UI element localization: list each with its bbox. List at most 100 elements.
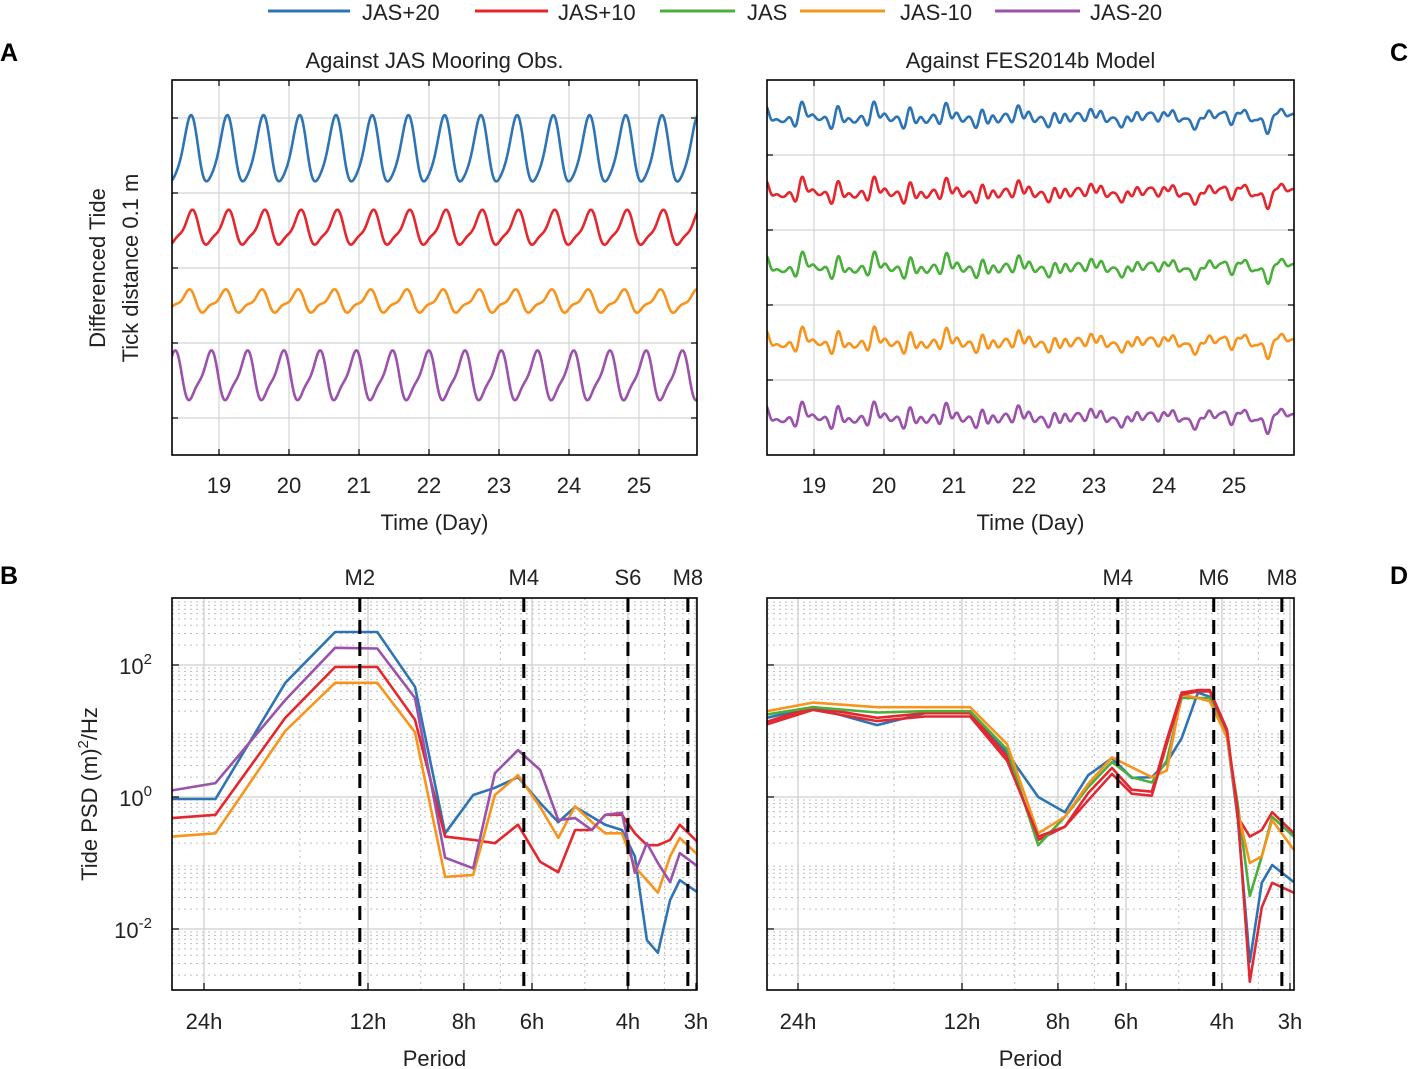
constituent-label: M8 [1267,565,1298,590]
y-axis-label-unit: /Hz [77,707,102,740]
series-line-jas [767,250,1294,286]
grid [172,80,697,455]
legend-label: JAS+10 [558,0,636,25]
legend-label: JAS-10 [900,0,972,25]
panel-title: Against FES2014b Model [906,48,1156,73]
series-line-jas-20 [172,349,697,402]
x-tick-label: 24h [780,1009,817,1034]
series-line-jas-20 [767,400,1294,436]
series-line-jas+10 [767,688,1294,842]
x-tick-label: 24 [557,473,581,498]
series-group [172,113,697,402]
x-tick-label: 4h [616,1009,640,1034]
series-group [767,100,1294,436]
x-axis-label: Time (Day) [977,510,1085,535]
legend-item: JAS+20 [268,0,440,25]
constituent-label: M6 [1198,565,1229,590]
constituent-label: M4 [1103,565,1134,590]
panel-letter-c: C [1390,39,1408,67]
x-tick-label: 23 [487,473,511,498]
y-tick-exponent: 2 [144,651,152,668]
y-tick-base: 10 [119,654,143,679]
x-tick-label: 24 [1152,473,1176,498]
x-axis-label: Period [403,1046,467,1069]
series-line-jas-10 [172,288,697,314]
constituent-label: M8 [673,565,704,590]
legend-label: JAS-20 [1090,0,1162,25]
series-group [172,630,697,955]
panel-a: 19 20 21 22 23 24 25 Against JAS Mooring Obs. Ti… [85,48,698,535]
y-axis-label-superscript: 2 [75,740,92,748]
plot-frame [766,597,1295,991]
series-line-jas+20 [172,630,697,955]
y-tick-exponent: -2 [139,915,152,932]
plot-frame [171,597,698,991]
legend-label: JAS [747,0,787,25]
x-tick-label: 19 [207,473,231,498]
x-tick-label: 21 [347,473,371,498]
x-tick-label: 21 [942,473,966,498]
x-tick-label: 12h [350,1009,387,1034]
series-line-jas-20 [767,690,1294,984]
series-line-jas-10 [172,681,697,894]
x-tick-label: 6h [1114,1009,1138,1034]
y-tick-label: 100 [119,783,152,811]
y-axis-label: Tick distance 0.1 m [118,174,143,363]
x-tick-label: 22 [1012,473,1036,498]
x-tick-label: 25 [627,473,651,498]
y-tick-label: 10-2 [114,915,152,943]
y-axis-label: Differenced Tide [85,188,110,348]
plot-frame [171,79,698,456]
x-tick-label: 3h [1278,1009,1302,1034]
panel-title: Against JAS Mooring Obs. [305,48,563,73]
legend-item: JAS-10 [800,0,972,25]
series-line-jas-10 [767,325,1294,361]
x-tick-label: 8h [1046,1009,1070,1034]
series-line-jas+10 [172,665,697,874]
y-tick-base: 10 [114,918,138,943]
y-tick-exponent: 0 [144,783,152,800]
series-line-jas-10 [767,693,1294,865]
x-tick-label: 20 [277,473,301,498]
grid [767,598,1294,990]
x-tick-label: 24h [186,1009,223,1034]
x-tick-label: 25 [1222,473,1246,498]
plot-frame [766,79,1295,456]
constituent-label: M4 [509,565,540,590]
x-tick-label: 22 [417,473,441,498]
legend: JAS+20 JAS+10 JAS JAS-10 JAS-20 [268,0,1162,25]
series-line-jas+20 [172,113,697,183]
panel-letter-b: B [0,562,18,590]
panel-c: 19 20 21 22 23 24 25 Against FES2014b Model Time… [766,48,1295,535]
x-axis-label: Time (Day) [381,510,489,535]
series-line-jas+20 [767,100,1294,136]
panel-d: 24h 12h 8h 6h 4h 3h Period M4 M6 M8 [766,565,1302,1069]
series-group [767,688,1294,984]
panel-letter-d: D [1390,562,1408,590]
x-tick-label: 6h [520,1009,544,1034]
x-tick-label: 4h [1210,1009,1234,1034]
x-tick-label: 8h [452,1009,476,1034]
x-tick-label: 23 [1082,473,1106,498]
series-line-jas-20 [172,646,697,884]
panel-letter-a: A [0,39,18,67]
x-tick-label: 19 [802,473,826,498]
legend-label: JAS+20 [362,0,440,25]
x-axis-label: Period [999,1046,1063,1069]
y-tick-label: 102 [119,651,152,679]
x-tick-label: 20 [872,473,896,498]
series-line-jas+10 [767,175,1294,211]
x-tick-label: 3h [684,1009,708,1034]
legend-item: JAS+10 [475,0,636,25]
constituent-label: M2 [345,565,376,590]
series-line-jas+10 [172,208,697,246]
constituent-label: S6 [614,565,641,590]
legend-item: JAS-20 [995,0,1162,25]
y-tick-base: 10 [119,786,143,811]
x-tick-label: 12h [944,1009,981,1034]
series-line-jas [767,696,1294,898]
y-axis-label-text: Tide PSD (m) [77,748,102,880]
legend-item: JAS [660,0,787,25]
